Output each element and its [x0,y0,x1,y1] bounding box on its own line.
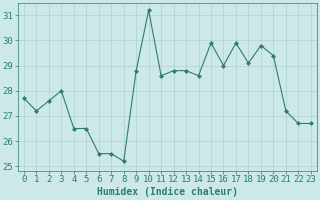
X-axis label: Humidex (Indice chaleur): Humidex (Indice chaleur) [97,187,238,197]
